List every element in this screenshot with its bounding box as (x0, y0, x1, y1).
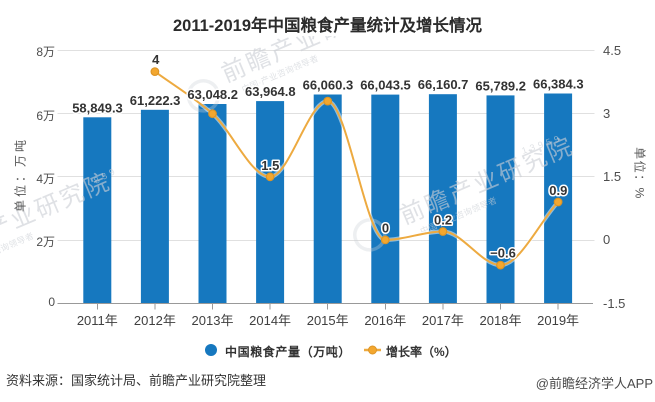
svg-text:66,384.3: 66,384.3 (533, 77, 584, 92)
svg-text:0.2: 0.2 (434, 213, 452, 228)
svg-text:0: 0 (382, 220, 389, 235)
svg-text:65,789.2: 65,789.2 (475, 78, 526, 93)
svg-text:−0.6: −0.6 (490, 246, 516, 261)
svg-text:66,160.7: 66,160.7 (418, 77, 469, 92)
svg-text:1.5: 1.5 (261, 158, 279, 173)
svg-text:61,222.3: 61,222.3 (130, 93, 181, 108)
svg-text:4: 4 (152, 52, 160, 67)
svg-text:66,060.3: 66,060.3 (303, 78, 354, 93)
svg-text:0.9: 0.9 (549, 183, 567, 198)
svg-text:63,048.2: 63,048.2 (187, 87, 238, 102)
svg-text:63,964.8: 63,964.8 (245, 84, 296, 99)
svg-text:66,043.5: 66,043.5 (360, 78, 411, 93)
svg-text:58,849.3: 58,849.3 (72, 100, 123, 115)
